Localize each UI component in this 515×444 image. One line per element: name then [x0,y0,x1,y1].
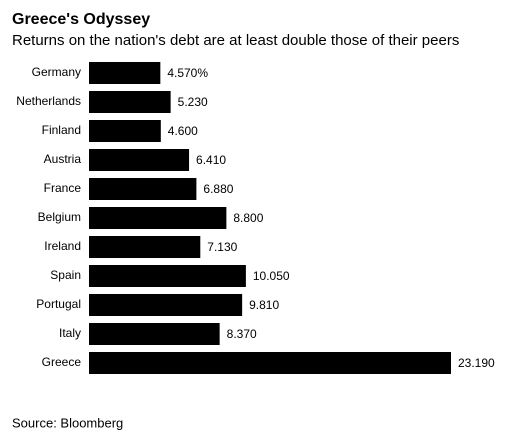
chart-subtitle: Returns on the nation's debt are at leas… [12,32,459,49]
source: Source: Bloomberg [12,415,123,430]
value-label: 10.050 [253,269,290,283]
y-tick-label: Greece [42,355,82,369]
bar [89,352,451,374]
value-label: 4.600 [168,124,198,138]
bar [89,265,246,287]
value-label: 8.370 [227,327,257,341]
value-label: 4.570% [167,66,208,80]
bar [89,178,197,200]
bar [89,294,243,316]
value-label: 9.810 [249,298,279,312]
y-tick-label: Spain [50,268,81,282]
y-tick-label: Finland [42,123,81,137]
y-tick-label: Italy [59,326,81,340]
y-tick-label: Belgium [38,210,81,224]
bar [89,120,161,142]
y-tick-label: Germany [32,65,81,79]
bar [89,149,190,171]
y-tick-label: France [44,181,82,195]
y-tick-label: Ireland [44,239,81,253]
bar [89,62,161,84]
chart-title: Greece's Odyssey [12,11,150,28]
value-label: 5.230 [178,95,208,109]
bar [89,207,227,229]
y-tick-label: Portugal [36,297,81,311]
y-tick-label: Netherlands [16,94,81,108]
value-label: 6.880 [203,182,233,196]
bar [89,323,220,345]
bar [89,91,171,113]
value-label: 7.130 [207,240,237,254]
value-label: 6.410 [196,153,226,167]
value-label: 23.190 [458,356,495,370]
y-tick-label: Austria [44,152,82,166]
bar [89,236,201,258]
value-label: 8.800 [233,211,263,225]
